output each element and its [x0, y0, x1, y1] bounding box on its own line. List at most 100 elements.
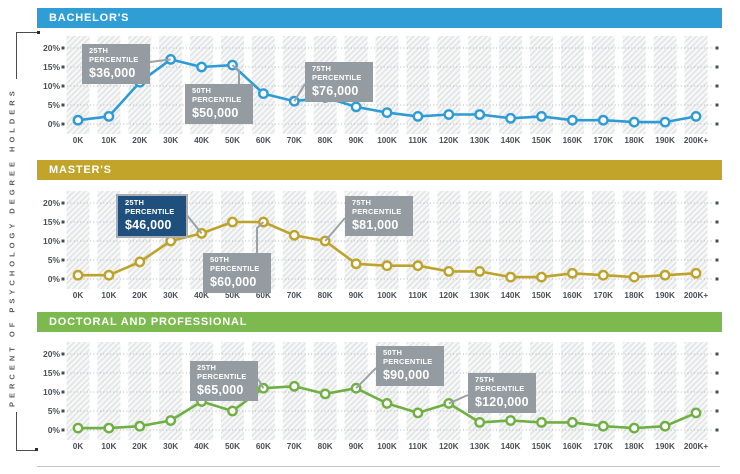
- data-point: [443, 266, 455, 277]
- x-tick-label: 60K: [256, 442, 271, 451]
- x-tick-label: 100K: [377, 291, 397, 300]
- data-point: [690, 111, 702, 122]
- y-tick-label: 15%: [43, 368, 60, 378]
- x-tick-label: 60K: [256, 291, 271, 300]
- chart-bachelors: 0% 5% 10% 15% 20% 0K 10K 20K 30K 40K 50K 60K 70K 80K 9…: [36, 28, 736, 150]
- x-tick-label: 180K: [624, 442, 644, 451]
- data-point: [567, 417, 578, 428]
- x-tick-label: 140K: [501, 442, 521, 451]
- x-tick-label: 70K: [287, 442, 302, 451]
- callout-label: 75TH PERCENTILE: [475, 375, 525, 393]
- data-point: [381, 107, 393, 119]
- gridlines: 0% 5% 10% 15% 20%: [43, 43, 719, 129]
- x-tick-label: 10K: [101, 136, 116, 145]
- percentile-callout: 25TH PERCENTILE $46,000: [118, 196, 186, 236]
- axis-bracket-bottom-dot: [35, 448, 38, 451]
- callout-label: 25TH PERCENTILE: [125, 198, 175, 216]
- chart-header-doctoral: DOCTORAL AND PROFESSIONAL: [37, 312, 722, 332]
- chart-title-bachelors: BACHELOR'S: [49, 12, 130, 24]
- x-tick-label: 120K: [439, 442, 459, 451]
- data-point: [443, 398, 455, 409]
- data-point: [597, 114, 609, 126]
- x-tick-label: 150K: [532, 291, 552, 300]
- x-tick-label: 70K: [287, 136, 302, 145]
- x-tick-labels: 0K 10K 20K 30K 40K 50K 60K 70K 80K 90K 100K 110K 120…: [73, 291, 709, 300]
- data-point: [72, 422, 84, 434]
- x-tick-label: 0K: [73, 291, 84, 300]
- callout-leader-line: [324, 217, 346, 242]
- x-tick-label: 30K: [163, 291, 178, 300]
- x-tick-label: 130K: [470, 136, 490, 145]
- x-tick-label: 80K: [318, 291, 333, 300]
- data-point: [628, 422, 640, 434]
- data-point: [412, 407, 424, 419]
- x-tick-label: 110K: [408, 291, 427, 300]
- data-point: [659, 420, 671, 432]
- y-tick-label: 20%: [43, 43, 60, 53]
- x-tick-label: 90K: [349, 136, 364, 145]
- data-point: [288, 229, 300, 241]
- x-tick-label: 100K: [377, 136, 397, 145]
- x-tick-label: 30K: [163, 442, 178, 451]
- x-tick-label: 140K: [501, 136, 521, 145]
- x-tick-label: 40K: [194, 291, 209, 300]
- callout-label: 75TH PERCENTILE: [312, 64, 362, 82]
- x-tick-label: 40K: [194, 442, 209, 451]
- data-point: [474, 109, 486, 120]
- x-tick-label: 160K: [563, 291, 583, 300]
- data-point: [134, 256, 146, 268]
- data-point: [567, 114, 578, 126]
- data-point: [567, 267, 578, 279]
- data-point: [628, 271, 640, 283]
- chart-doctoral: 0% 5% 10% 15% 20% 0K 10K 20K 30K 40K 50K 60K 70K 80K 9…: [36, 334, 736, 456]
- x-tick-label: 110K: [408, 136, 427, 145]
- data-point: [412, 260, 424, 272]
- x-tick-label: 110K: [408, 442, 427, 451]
- x-tick-label: 130K: [470, 442, 490, 451]
- data-point: [350, 101, 362, 113]
- percentile-callout: 75TH PERCENTILE $120,000: [468, 373, 536, 413]
- x-tick-label: 90K: [349, 291, 364, 300]
- data-point: [659, 269, 671, 281]
- x-tick-label: 90K: [349, 442, 364, 451]
- x-tick-label: 70K: [287, 291, 302, 300]
- callout-value: $81,000: [352, 217, 399, 232]
- data-point: [474, 266, 486, 277]
- x-tick-label: 170K: [594, 442, 614, 451]
- data-point: [103, 422, 115, 434]
- bottom-divider: [37, 466, 720, 467]
- y-tick-label: 20%: [43, 349, 60, 359]
- x-tick-label: 0K: [73, 442, 84, 451]
- callout-label: 75TH PERCENTILE: [352, 198, 402, 216]
- data-point: [165, 235, 177, 247]
- x-tick-label: 10K: [101, 442, 116, 451]
- x-tick-label: 150K: [532, 136, 552, 145]
- x-tick-label: 190K: [655, 291, 675, 300]
- data-point: [196, 61, 208, 73]
- callout-label: 50TH PERCENTILE: [210, 255, 260, 273]
- callout-leader-line: [185, 213, 203, 235]
- data-point: [690, 407, 702, 419]
- data-point: [103, 111, 115, 122]
- chart-header-bachelors: BACHELOR'S: [37, 8, 722, 28]
- data-point: [165, 415, 177, 426]
- x-tick-label: 40K: [194, 136, 209, 145]
- y-tick-label: 15%: [43, 62, 60, 72]
- x-tick-label: 150K: [532, 442, 552, 451]
- data-point: [659, 116, 671, 128]
- x-tick-labels: 0K 10K 20K 30K 40K 50K 60K 70K 80K 90K 100K 110K 120…: [73, 442, 709, 451]
- data-point: [257, 382, 269, 394]
- x-tick-label: 20K: [132, 136, 147, 145]
- callout-value: $90,000: [383, 367, 430, 382]
- percentile-callout: 50TH PERCENTILE $60,000: [203, 253, 271, 293]
- callout-leader-line: [256, 221, 265, 253]
- x-tick-label: 190K: [655, 442, 675, 451]
- callout-value: $120,000: [475, 394, 529, 409]
- y-tick-label: 10%: [43, 387, 60, 397]
- percentile-callout: 50TH PERCENTILE $90,000: [376, 346, 444, 386]
- x-tick-label: 170K: [594, 136, 614, 145]
- data-point: [628, 116, 640, 128]
- callout-leader-line: [448, 394, 469, 405]
- x-tick-label: 50K: [225, 136, 240, 145]
